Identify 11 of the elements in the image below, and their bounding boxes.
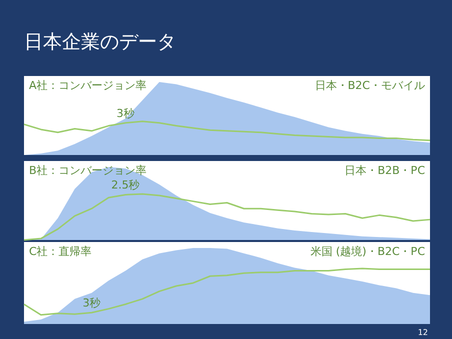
chart-subtitle: 米国 (越境)・B2C・PC <box>310 245 426 258</box>
text: 日本企業のデータ <box>24 31 176 53</box>
annotation: 3秒 <box>82 296 101 310</box>
annotation: 3秒 <box>116 106 134 120</box>
chart-title: B社：コンバージョン率 <box>29 164 147 177</box>
chart-subtitle: 日本・B2B・PC <box>344 164 426 177</box>
text: 12 <box>418 328 428 337</box>
chart-subtitle: 日本・B2C・モバイル <box>314 79 425 92</box>
chart-title: C社：直帰率 <box>29 245 92 258</box>
chart-title: A社：コンバージョン率 <box>29 79 147 92</box>
annotation: 2.5秒 <box>111 178 140 192</box>
